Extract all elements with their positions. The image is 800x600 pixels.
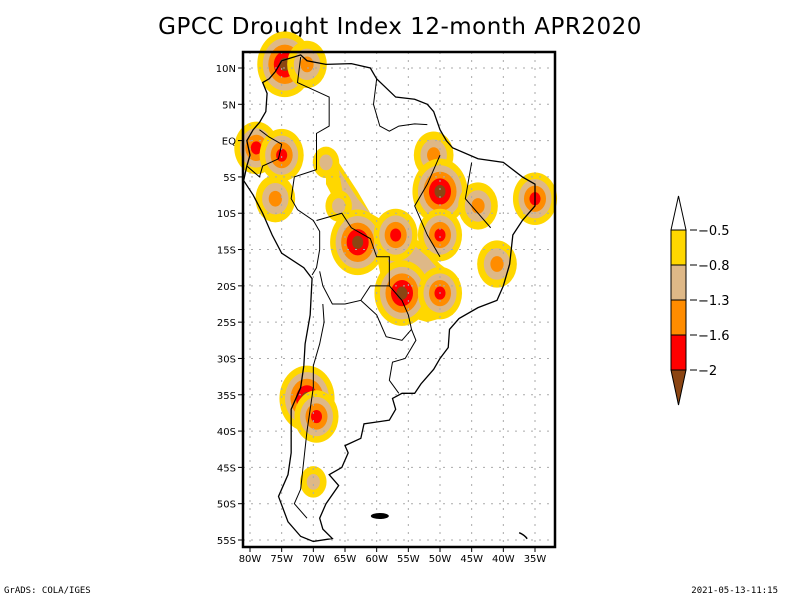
drought-level-4 <box>390 228 402 242</box>
drought-level-5 <box>434 184 446 199</box>
y-tick-label: 50S <box>217 500 236 511</box>
x-tick-label: 70W <box>302 554 325 565</box>
colorbar-label: −0.5 <box>698 224 730 239</box>
y-tick-label: 15S <box>217 246 236 257</box>
y-tick-label: 5S <box>223 173 236 184</box>
country-border <box>388 329 417 394</box>
drought-region <box>255 175 296 223</box>
drought-fill-layer <box>234 31 558 498</box>
drought-region <box>417 208 463 262</box>
drought-region <box>458 182 498 230</box>
y-tick-label: 10N <box>216 64 236 75</box>
drought-region <box>412 158 468 225</box>
colorbar-upper-arrow <box>670 195 687 231</box>
colorbar-label: −1.3 <box>698 294 730 309</box>
coastlines-borders <box>242 54 536 543</box>
y-tick-label: EQ <box>222 137 236 148</box>
country-border <box>290 169 321 276</box>
drought-level-5 <box>396 286 408 300</box>
x-tick-label: 80W <box>239 554 262 565</box>
drought-level-2 <box>319 154 333 171</box>
x-tick-label: 75W <box>270 554 293 565</box>
drought-region <box>477 240 517 288</box>
colorbar-segment <box>670 229 687 266</box>
drought-region <box>300 466 327 498</box>
colorbar-label: −1.6 <box>698 329 730 344</box>
footer-credit: GrADS: COLA/IGES <box>4 586 91 596</box>
falkland-islands <box>370 513 389 520</box>
map-frame <box>241 50 557 549</box>
south-georgia <box>518 532 528 540</box>
country-border <box>296 57 330 170</box>
x-tick-label: 35W <box>524 554 547 565</box>
drought-region <box>373 208 418 262</box>
colorbar-label: −2 <box>698 364 717 379</box>
x-tick-label: 60W <box>365 554 388 565</box>
drought-level-4 <box>434 228 446 242</box>
drought-region <box>294 390 339 443</box>
drought-region <box>330 209 386 276</box>
country-border <box>293 303 325 519</box>
drought-level-3 <box>300 56 314 73</box>
x-tick-label: 45W <box>460 554 483 565</box>
colorbar: −0.5 −0.8 −1.3 −1.6 −2 <box>670 195 730 406</box>
colorbar-segment <box>670 299 687 336</box>
drought-region <box>312 146 340 179</box>
y-tick-label: 5N <box>222 100 236 111</box>
x-tick-label: 40W <box>492 554 515 565</box>
country-border <box>414 154 441 258</box>
y-tick-label: 45S <box>217 463 236 474</box>
drought-level-5 <box>352 235 364 249</box>
drought-region <box>287 40 327 88</box>
x-tick-label: 55W <box>397 554 420 565</box>
drought-region <box>374 260 430 326</box>
drought-level-4 <box>250 141 262 155</box>
y-axis: 10N 5N EQ 5S 10S 15S 20S 25S 30S 35S 40S 45S 50S 55S <box>216 64 243 547</box>
x-axis: 80W 75W 70W 65W 60W 55W 50W 45W 40W 35W <box>239 547 547 565</box>
country-border <box>372 78 428 132</box>
y-tick-label: 35S <box>217 391 236 402</box>
y-tick-label: 10S <box>217 209 236 220</box>
x-tick-label: 65W <box>334 554 357 565</box>
drought-level-3 <box>490 256 504 272</box>
colorbar-segment <box>670 334 687 371</box>
drought-level-2 <box>306 474 320 490</box>
country-border <box>246 129 283 178</box>
drought-level-4 <box>310 409 323 424</box>
chart-title: GPCC Drought Index 12-month APR2020 <box>158 14 642 40</box>
drought-region <box>234 121 279 175</box>
country-border <box>360 285 413 341</box>
footer-timestamp: 2021-05-13-11:15 <box>691 586 778 596</box>
x-tick-label: 50W <box>429 554 452 565</box>
country-border <box>464 162 492 229</box>
y-tick-label: 55S <box>217 536 236 547</box>
colorbar-label: −0.8 <box>698 259 730 274</box>
colorbar-segment <box>670 264 687 301</box>
y-tick-label: 20S <box>217 282 236 293</box>
y-tick-label: 40S <box>217 427 236 438</box>
drought-level-2 <box>332 198 346 214</box>
y-tick-label: 30S <box>217 354 236 365</box>
colorbar-lower-arrow <box>670 369 687 406</box>
y-tick-label: 25S <box>217 318 236 329</box>
drought-level-3 <box>268 190 282 207</box>
continent-outline <box>242 54 536 543</box>
drought-level-3 <box>471 198 485 214</box>
drought-level-4 <box>276 148 288 162</box>
